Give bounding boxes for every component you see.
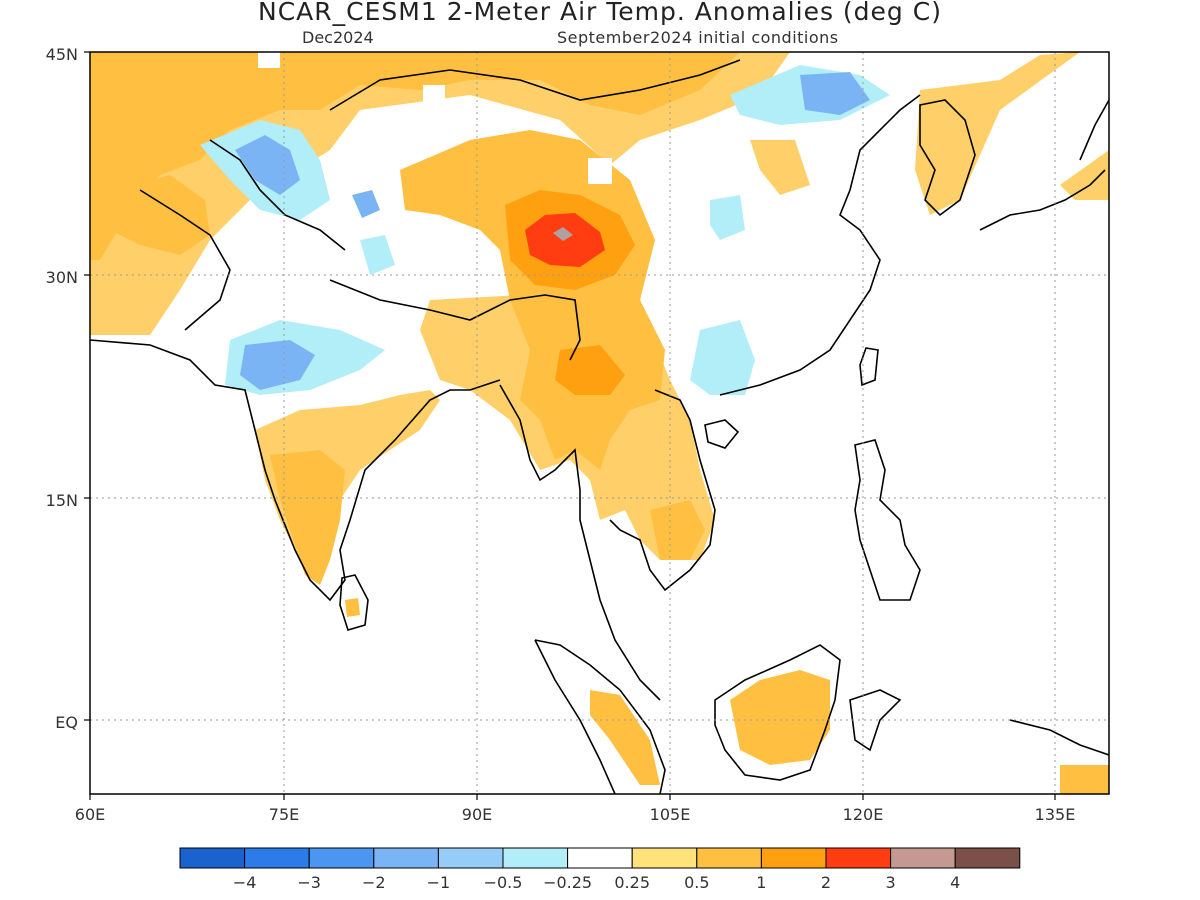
lat-label: 30N (46, 268, 78, 287)
lat-label: 45N (46, 45, 78, 64)
colorbar-swatch (373, 847, 439, 869)
colorbar-label: 3 (886, 873, 896, 892)
colorbar-label: −4 (233, 873, 257, 892)
warm-region-japan-east (1060, 150, 1109, 200)
warm-region-tibet-peak (525, 213, 605, 267)
colorbar-label: −0.5 (484, 873, 523, 892)
warm-region-south-india (270, 450, 345, 585)
colorbar-label: 0.25 (614, 873, 650, 892)
lat-label: 15N (46, 491, 78, 510)
colorbar-label: −2 (362, 873, 386, 892)
cool-region-mongolia-core (800, 72, 870, 115)
colorbar-label: 1 (756, 873, 766, 892)
colorbar-label: 4 (950, 873, 960, 892)
colorbar-label: 0.5 (684, 873, 709, 892)
colorbar-swatch (825, 847, 892, 869)
colorbar-swatch (502, 847, 569, 869)
lon-label: 105E (650, 805, 691, 824)
missing-data-3 (588, 158, 612, 184)
warm-region-sri-lanka (345, 598, 360, 617)
cool-region-china-south (690, 320, 755, 395)
missing-data-2 (423, 85, 445, 111)
warm-region-myanmar-core (555, 345, 625, 395)
colorbar-swatch (308, 847, 375, 869)
map-frame (89, 51, 1110, 795)
lon-label: 60E (75, 805, 105, 824)
warm-region-tibet-max (553, 227, 573, 241)
colorbar-swatch (567, 847, 633, 869)
lon-label: 135E (1035, 805, 1076, 824)
colorbar-label: −3 (297, 873, 321, 892)
colorbar-swatch (696, 847, 762, 869)
warm-region-korea-japan (915, 52, 1080, 215)
colorbar-swatch (760, 847, 827, 869)
map-title: NCAR_CESM1 2-Meter Air Temp. Anomalies (… (258, 0, 942, 26)
warm-region-png (1060, 765, 1109, 794)
colorbar-label: −0.25 (543, 873, 592, 892)
axis-labels: 60E 75E 90E 105E 120E 135E 45N 30N 15N E… (46, 45, 1076, 824)
colorbar-swatch (631, 847, 698, 869)
coastlines (90, 59, 1109, 794)
gridlines (90, 52, 1109, 794)
cool-region-lhasa (360, 235, 395, 275)
forecast-month: Dec2024 (302, 28, 374, 47)
colorbar-swatch (179, 847, 246, 869)
cool-region-china-central (710, 195, 745, 240)
map-panel (89, 51, 1110, 795)
colorbar: −4 −3 −2 −1 −0.5 −0.25 0.25 0.5 1 2 3 4 (179, 847, 1021, 892)
colorbar-label: 2 (821, 873, 831, 892)
cool-region-tarim (352, 190, 380, 218)
colorbar-swatch (954, 847, 1021, 869)
lat-label: EQ (55, 713, 78, 732)
colorbar-swatch (890, 847, 956, 869)
warm-region-borneo (730, 670, 830, 765)
axis-ticks (84, 51, 1056, 800)
cool-region-north-india-core (240, 340, 315, 390)
warm-region-east-china (750, 140, 810, 195)
colorbar-label: −1 (427, 873, 451, 892)
missing-data-1 (258, 52, 280, 68)
colorbar-swatch (437, 847, 504, 869)
lon-label: 75E (269, 805, 299, 824)
colorbar-swatch (244, 847, 310, 869)
warm-region-north-belt (90, 52, 740, 260)
lon-label: 90E (462, 805, 492, 824)
lon-label: 120E (843, 805, 884, 824)
warm-region-sumatra (590, 690, 660, 785)
warm-region-indochina (650, 500, 705, 560)
warm-region-pakistan (110, 175, 210, 255)
initial-conditions: September2024 initial conditions (557, 28, 839, 47)
